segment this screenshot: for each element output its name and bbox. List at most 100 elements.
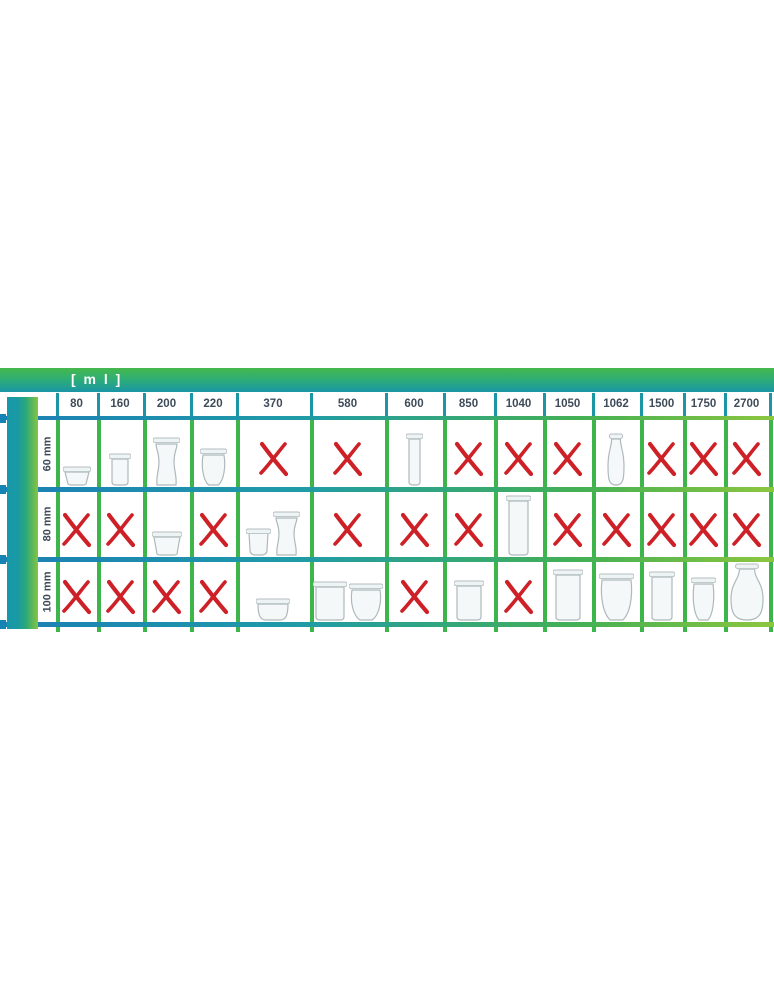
x-mark-icon bbox=[454, 512, 484, 547]
x-mark-icon bbox=[553, 441, 583, 477]
column-header-1062: 1062 bbox=[603, 397, 629, 410]
not-available-mark bbox=[502, 440, 535, 477]
x-mark-icon bbox=[399, 512, 429, 547]
grid-cell-1500ml-80mm bbox=[640, 492, 683, 558]
grid-cell-1062ml-100mm bbox=[592, 562, 640, 623]
not-available-mark bbox=[257, 440, 290, 477]
diameter-axis-bar bbox=[7, 397, 38, 629]
jar-icon-round bbox=[690, 577, 717, 621]
jar-icon-mold bbox=[62, 466, 91, 486]
grid-cell-1050ml-60mm bbox=[543, 420, 592, 487]
jar-icon-round bbox=[348, 583, 383, 621]
row-label-text: 80 mm bbox=[41, 506, 54, 542]
row-label-60mm: 60 mm bbox=[38, 420, 56, 487]
grid-cell-1050ml-100mm bbox=[543, 562, 592, 623]
grid-cell-600ml-80mm bbox=[385, 492, 443, 558]
not-available-mark bbox=[687, 511, 720, 548]
jar-image bbox=[108, 453, 132, 487]
x-mark-icon bbox=[399, 580, 429, 615]
not-available-mark bbox=[452, 511, 485, 548]
header-column-line bbox=[443, 393, 446, 417]
grid-cell-1062ml-80mm bbox=[592, 492, 640, 558]
jar-icon-round bbox=[199, 448, 227, 486]
grid-cell-1062ml-60mm bbox=[592, 420, 640, 487]
body-column-line bbox=[97, 420, 101, 632]
x-mark-icon bbox=[62, 512, 92, 547]
row-divider-line bbox=[0, 620, 774, 629]
jar-icon-cyl bbox=[648, 571, 675, 621]
grid-cell-1050ml-80mm bbox=[543, 492, 592, 558]
x-mark-icon bbox=[732, 512, 762, 547]
grid-cell-160ml-60mm bbox=[97, 420, 143, 487]
column-header-580: 580 bbox=[337, 397, 358, 410]
not-available-mark bbox=[331, 511, 364, 548]
body-column-line bbox=[190, 420, 194, 632]
jar-image bbox=[453, 580, 484, 622]
grid-cell-220ml-100mm bbox=[190, 562, 236, 623]
grid-cell-2700ml-100mm bbox=[724, 562, 769, 623]
body-column-line bbox=[592, 420, 596, 632]
x-mark-icon bbox=[454, 441, 484, 477]
grid-cell-1750ml-60mm bbox=[683, 420, 724, 487]
column-header-1750: 1750 bbox=[690, 397, 717, 410]
jar-image bbox=[605, 433, 627, 487]
grid-cell-1040ml-80mm bbox=[494, 492, 543, 558]
x-mark-icon bbox=[62, 580, 92, 615]
jar-image bbox=[255, 598, 291, 622]
not-available-mark bbox=[730, 511, 763, 548]
jar-icon-cyl bbox=[312, 581, 347, 621]
jar-image bbox=[199, 448, 227, 487]
x-mark-icon bbox=[198, 512, 228, 547]
grid-cell-160ml-80mm bbox=[97, 492, 143, 558]
jar-image bbox=[272, 511, 301, 557]
jar-icon-carafe bbox=[607, 433, 625, 486]
grid-cell-160ml-100mm bbox=[97, 562, 143, 623]
not-available-mark bbox=[600, 511, 633, 548]
not-available-mark bbox=[331, 440, 364, 477]
x-mark-icon bbox=[504, 441, 534, 477]
row-divider-line bbox=[0, 555, 774, 564]
not-available-mark bbox=[150, 578, 183, 615]
body-column-line bbox=[724, 420, 728, 632]
jar-image bbox=[648, 571, 675, 622]
grid-cell-80ml-60mm bbox=[56, 420, 97, 487]
header-column-line bbox=[190, 393, 193, 417]
grid-row-60mm bbox=[56, 420, 769, 487]
column-header-1040: 1040 bbox=[505, 397, 532, 410]
grid-cell-580ml-60mm bbox=[310, 420, 385, 487]
jar-image bbox=[312, 581, 347, 622]
body-column-line bbox=[543, 420, 547, 632]
grid-cell-600ml-60mm bbox=[385, 420, 443, 487]
grid-cell-200ml-80mm bbox=[143, 492, 190, 558]
header-column-line bbox=[494, 393, 497, 417]
jar-image bbox=[151, 531, 182, 557]
grid-cell-200ml-100mm bbox=[143, 562, 190, 623]
jar-icon-hourglass bbox=[272, 511, 301, 556]
x-mark-icon bbox=[689, 441, 719, 477]
header-column-line bbox=[640, 393, 643, 417]
jar-icon-mold bbox=[151, 531, 182, 556]
body-column-line bbox=[56, 420, 60, 632]
not-available-mark bbox=[551, 511, 584, 548]
column-header-370: 370 bbox=[263, 397, 283, 410]
grid-row-80mm bbox=[56, 492, 769, 558]
x-mark-icon bbox=[647, 441, 677, 477]
column-header-850: 850 bbox=[458, 397, 479, 410]
body-column-line bbox=[683, 420, 687, 632]
x-mark-icon bbox=[333, 512, 363, 547]
column-headers: 80 160 200 220 370 580 600 850 1040 1050 1062 1500 1… bbox=[56, 392, 769, 415]
not-available-mark bbox=[104, 578, 137, 615]
body-column-line bbox=[385, 420, 389, 632]
not-available-mark bbox=[197, 578, 230, 615]
grid-cell-220ml-60mm bbox=[190, 420, 236, 487]
x-mark-icon bbox=[198, 580, 228, 615]
grid-cell-1040ml-60mm bbox=[494, 420, 543, 487]
column-header-220: 220 bbox=[203, 397, 223, 410]
row-divider-line bbox=[0, 485, 774, 494]
x-mark-icon bbox=[504, 580, 534, 615]
grid-cell-600ml-100mm bbox=[385, 562, 443, 623]
grid-cell-850ml-100mm bbox=[443, 562, 494, 623]
not-available-mark bbox=[104, 511, 137, 548]
row-label-100mm: 100 mm bbox=[38, 562, 56, 623]
jar-image bbox=[552, 569, 583, 622]
